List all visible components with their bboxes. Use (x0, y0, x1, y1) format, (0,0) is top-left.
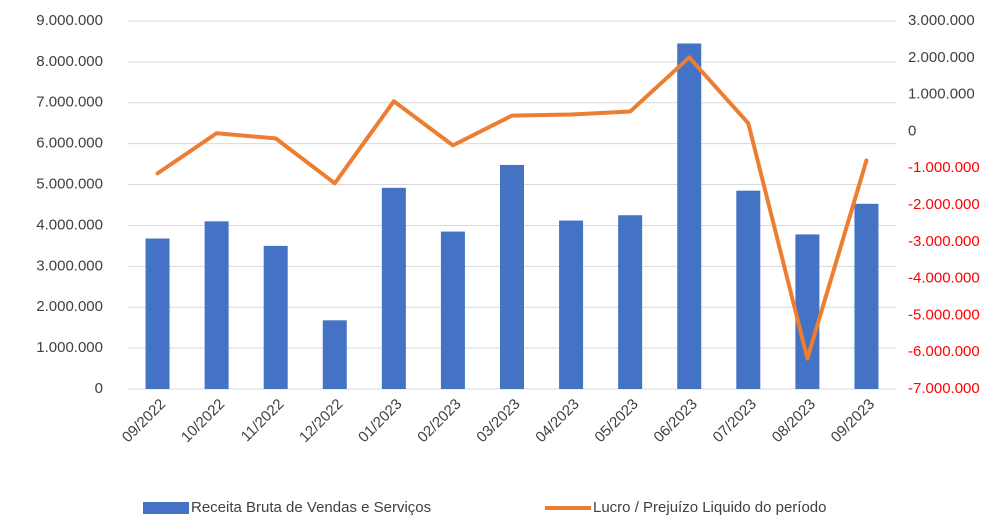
bar (854, 203, 879, 389)
bar (795, 234, 820, 389)
y2-tick-label: 2.000.000 (908, 49, 975, 66)
x-tick-label: 07/2023 (710, 396, 760, 446)
x-tick-label: 09/2023 (828, 396, 878, 446)
y-tick-label: 1.000.000 (36, 339, 103, 356)
x-tick-label: 02/2023 (414, 396, 464, 446)
y2-tick-label: -4.000.000 (908, 270, 980, 287)
bar (381, 187, 406, 389)
line (155, 55, 869, 361)
bar (263, 245, 288, 389)
y2-tick-label: -1.000.000 (908, 159, 980, 176)
x-tick-label: 06/2023 (650, 396, 700, 446)
legend-swatch (143, 502, 189, 514)
y-tick-label: 7.000.000 (36, 94, 103, 111)
y-tick-label: 3.000.000 (36, 257, 103, 274)
y-tick-label: 6.000.000 (36, 135, 103, 152)
y-tick-label: 2.000.000 (36, 298, 103, 315)
y2-tick-label: -7.000.000 (908, 380, 980, 397)
y-tick-label: 0 (95, 380, 103, 397)
y2-tick-label: -3.000.000 (908, 233, 980, 250)
x-tick-label: 04/2023 (532, 396, 582, 446)
x-tick-label: 03/2023 (473, 396, 523, 446)
bar (145, 238, 170, 389)
x-tick-label: 10/2022 (178, 396, 228, 446)
bar (736, 190, 761, 389)
x-tick-label: 08/2023 (769, 396, 819, 446)
legend-label: Receita Bruta de Vendas e Serviços (191, 499, 431, 516)
bar (440, 231, 465, 389)
y-tick-label: 9.000.000 (36, 12, 103, 29)
bar (322, 320, 347, 389)
legend-label: Lucro / Prejuízo Liquido do período (593, 499, 827, 516)
bar (618, 215, 643, 389)
y-tick-label: 8.000.000 (36, 53, 103, 70)
x-tick-label: 12/2022 (296, 396, 346, 446)
y2-tick-label: 1.000.000 (908, 86, 975, 103)
bar (559, 220, 584, 389)
y-tick-label: 4.000.000 (36, 216, 103, 233)
y-tick-label: 5.000.000 (36, 176, 103, 193)
y2-tick-label: -6.000.000 (908, 343, 980, 360)
y2-tick-label: -2.000.000 (908, 196, 980, 213)
y2-tick-label: 0 (908, 122, 916, 139)
x-tick-label: 01/2023 (355, 396, 405, 446)
bar (500, 164, 524, 389)
y2-tick-label: -5.000.000 (908, 306, 980, 323)
bar (204, 221, 229, 389)
x-tick-label: 11/2022 (238, 396, 288, 446)
x-tick-label: 09/2022 (119, 396, 169, 446)
y2-tick-label: 3.000.000 (908, 12, 975, 29)
bar (677, 43, 702, 389)
x-tick-label: 05/2023 (591, 396, 641, 446)
